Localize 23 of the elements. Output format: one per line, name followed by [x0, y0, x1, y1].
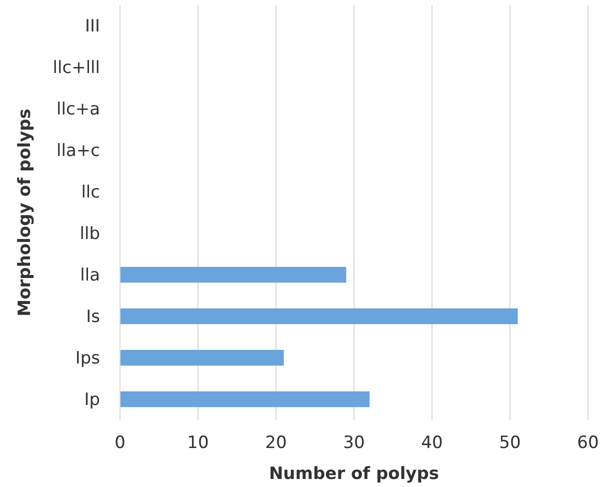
bar	[120, 391, 370, 408]
y-axis-title: Morphology of polyps	[15, 108, 35, 316]
y-tick-label: Is	[86, 307, 100, 328]
x-tick-label: 30	[343, 433, 365, 453]
x-tick-label: 10	[187, 433, 209, 453]
x-tick-label: 60	[577, 433, 599, 453]
y-tick-label: llb	[80, 224, 100, 244]
x-tick-label: 50	[499, 433, 521, 453]
y-tick-label: Ips	[75, 348, 100, 369]
x-tick-label: 40	[421, 433, 443, 453]
x-axis-title: Number of polyps	[268, 464, 440, 484]
x-tick-label: 20	[265, 433, 287, 453]
bar	[120, 350, 284, 366]
y-tick-label: lla+c	[56, 141, 100, 162]
bar	[120, 266, 346, 283]
y-tick-label: Ip	[84, 390, 100, 410]
y-tick-label: llc+lll	[52, 58, 100, 78]
x-tick-label: 0	[114, 433, 126, 453]
y-tick-label: III	[84, 16, 100, 37]
y-tick-label: llc+a	[56, 100, 100, 120]
y-tick-label: lla	[80, 266, 100, 286]
bar	[120, 308, 518, 324]
y-tick-label: llc	[81, 182, 100, 203]
